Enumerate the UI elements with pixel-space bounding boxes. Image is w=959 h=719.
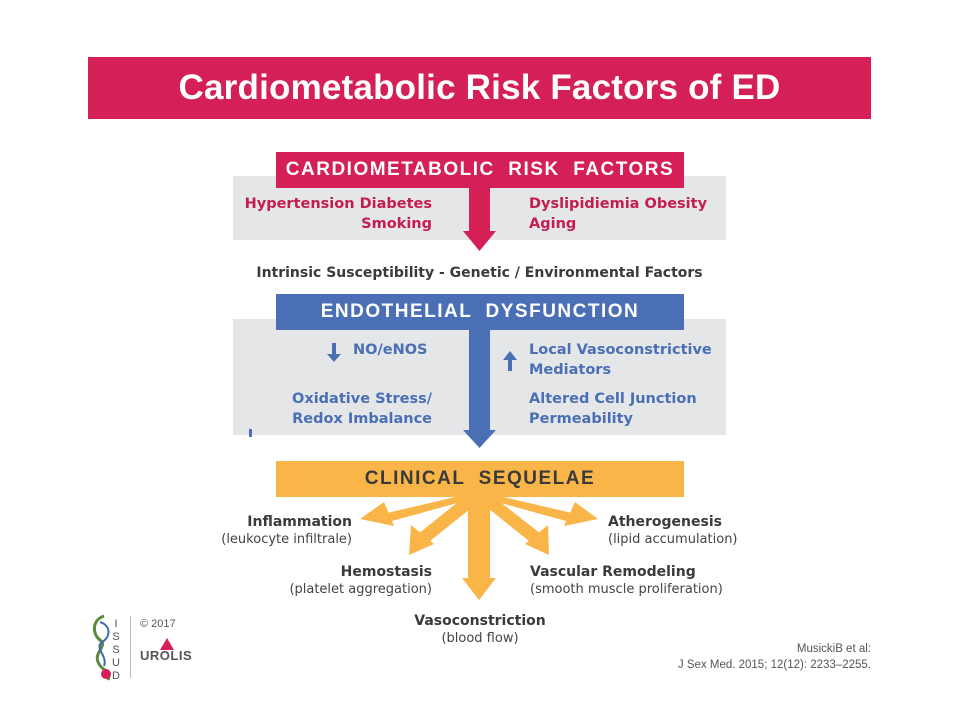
intrinsic-susceptibility: Intrinsic Susceptibility - Genetic / Env… [256,265,703,281]
vaso-line2: Mediators [529,362,612,378]
oxidative-line2: Redox Imbalance [292,411,432,427]
clinical-sequelae-header-label: CLINICAL SEQUELAE [364,468,596,489]
no-enos-label: NO/eNOS [353,342,428,358]
down-arrow-icon [327,343,341,362]
inflammation-label: Inflammation (leukocyte infiltrale) [190,513,352,549]
sequelae-arrows [360,494,598,600]
page-title: Cardiometabolic Risk Factors of ED [178,68,781,107]
citation: MusickiB et al: J Sex Med. 2015; 12(12):… [600,641,871,673]
risk-factors-header-label: CARDIOMETABOLIC RISK FACTORS [285,159,675,180]
remodeling-title: Vascular Remodeling [530,564,696,580]
citation-line1: MusickiB et al: [796,643,871,655]
hemostasis-title: Hemostasis [340,564,432,580]
issud-letters: I S S U D [112,618,120,682]
hemostasis-sub: (platelet aggregation) [289,582,432,597]
atherogenesis-sub: (lipid accumulation) [608,532,738,547]
risk-right-line1: Dyslipidiemia Obesity [529,196,708,212]
blue-mark [249,429,252,437]
risk-left-labels: Hypertension Diabetes Smoking [240,194,432,234]
oxidative-line1: Oxidative Stress/ [292,391,432,407]
risk-left-line2: Smoking [361,216,432,232]
urolis-text: UROLIS [140,648,193,663]
vasoconstrictive-mediators-label: Local Vasoconstrictive Mediators [529,340,724,380]
hemostasis-label: Hemostasis (platelet aggregation) [250,563,432,599]
title-banner: Cardiometabolic Risk Factors of ED [88,57,871,119]
endo-down-arrow [463,328,496,448]
clinical-sequelae-header: CLINICAL SEQUELAE [276,461,684,497]
arrow-vasoconstriction [468,494,490,580]
urolis-logo: UROLIS [140,638,200,664]
risk-left-line1: Hypertension Diabetes [244,196,432,212]
junction-line1: Altered Cell Junction [529,391,697,407]
vasoconstriction-title: Vasoconstriction [414,613,546,629]
up-arrow-icon [503,351,517,371]
urolis-triangle-icon [160,638,174,650]
oxidative-stress-label: Oxidative Stress/ Redox Imbalance [240,389,432,429]
inflammation-sub: (leukocyte infiltrale) [221,532,352,547]
atherogenesis-label: Atherogenesis (lipid accumulation) [608,513,808,549]
vaso-line1: Local Vasoconstrictive [529,342,712,358]
copyright: © 2017 [140,618,176,630]
risk-right-line2: Aging [529,216,577,232]
arrowhead-vasoconstriction [462,578,496,600]
citation-line2: J Sex Med. 2015; 12(12): 2233–2255. [677,659,871,671]
risk-right-labels: Dyslipidiemia Obesity Aging [529,194,724,234]
vasoconstriction-sub: (blood flow) [441,631,519,646]
risk-down-arrow [463,185,496,251]
inflammation-title: Inflammation [247,514,352,530]
vasoconstriction-label: Vasoconstriction (blood flow) [380,612,580,648]
issud-logo-icon [93,614,111,681]
endothelial-header-label: ENDOTHELIAL DYSFUNCTION [320,301,640,322]
footer-divider [130,616,131,678]
remodeling-sub: (smooth muscle proliferation) [530,582,723,597]
risk-factors-header: CARDIOMETABOLIC RISK FACTORS [276,152,684,188]
junction-line2: Permeability [529,411,634,427]
atherogenesis-title: Atherogenesis [608,514,722,530]
endothelial-header: ENDOTHELIAL DYSFUNCTION [276,294,684,330]
cell-junction-label: Altered Cell Junction Permeability [529,389,724,429]
vascular-remodeling-label: Vascular Remodeling (smooth muscle proli… [530,563,760,599]
